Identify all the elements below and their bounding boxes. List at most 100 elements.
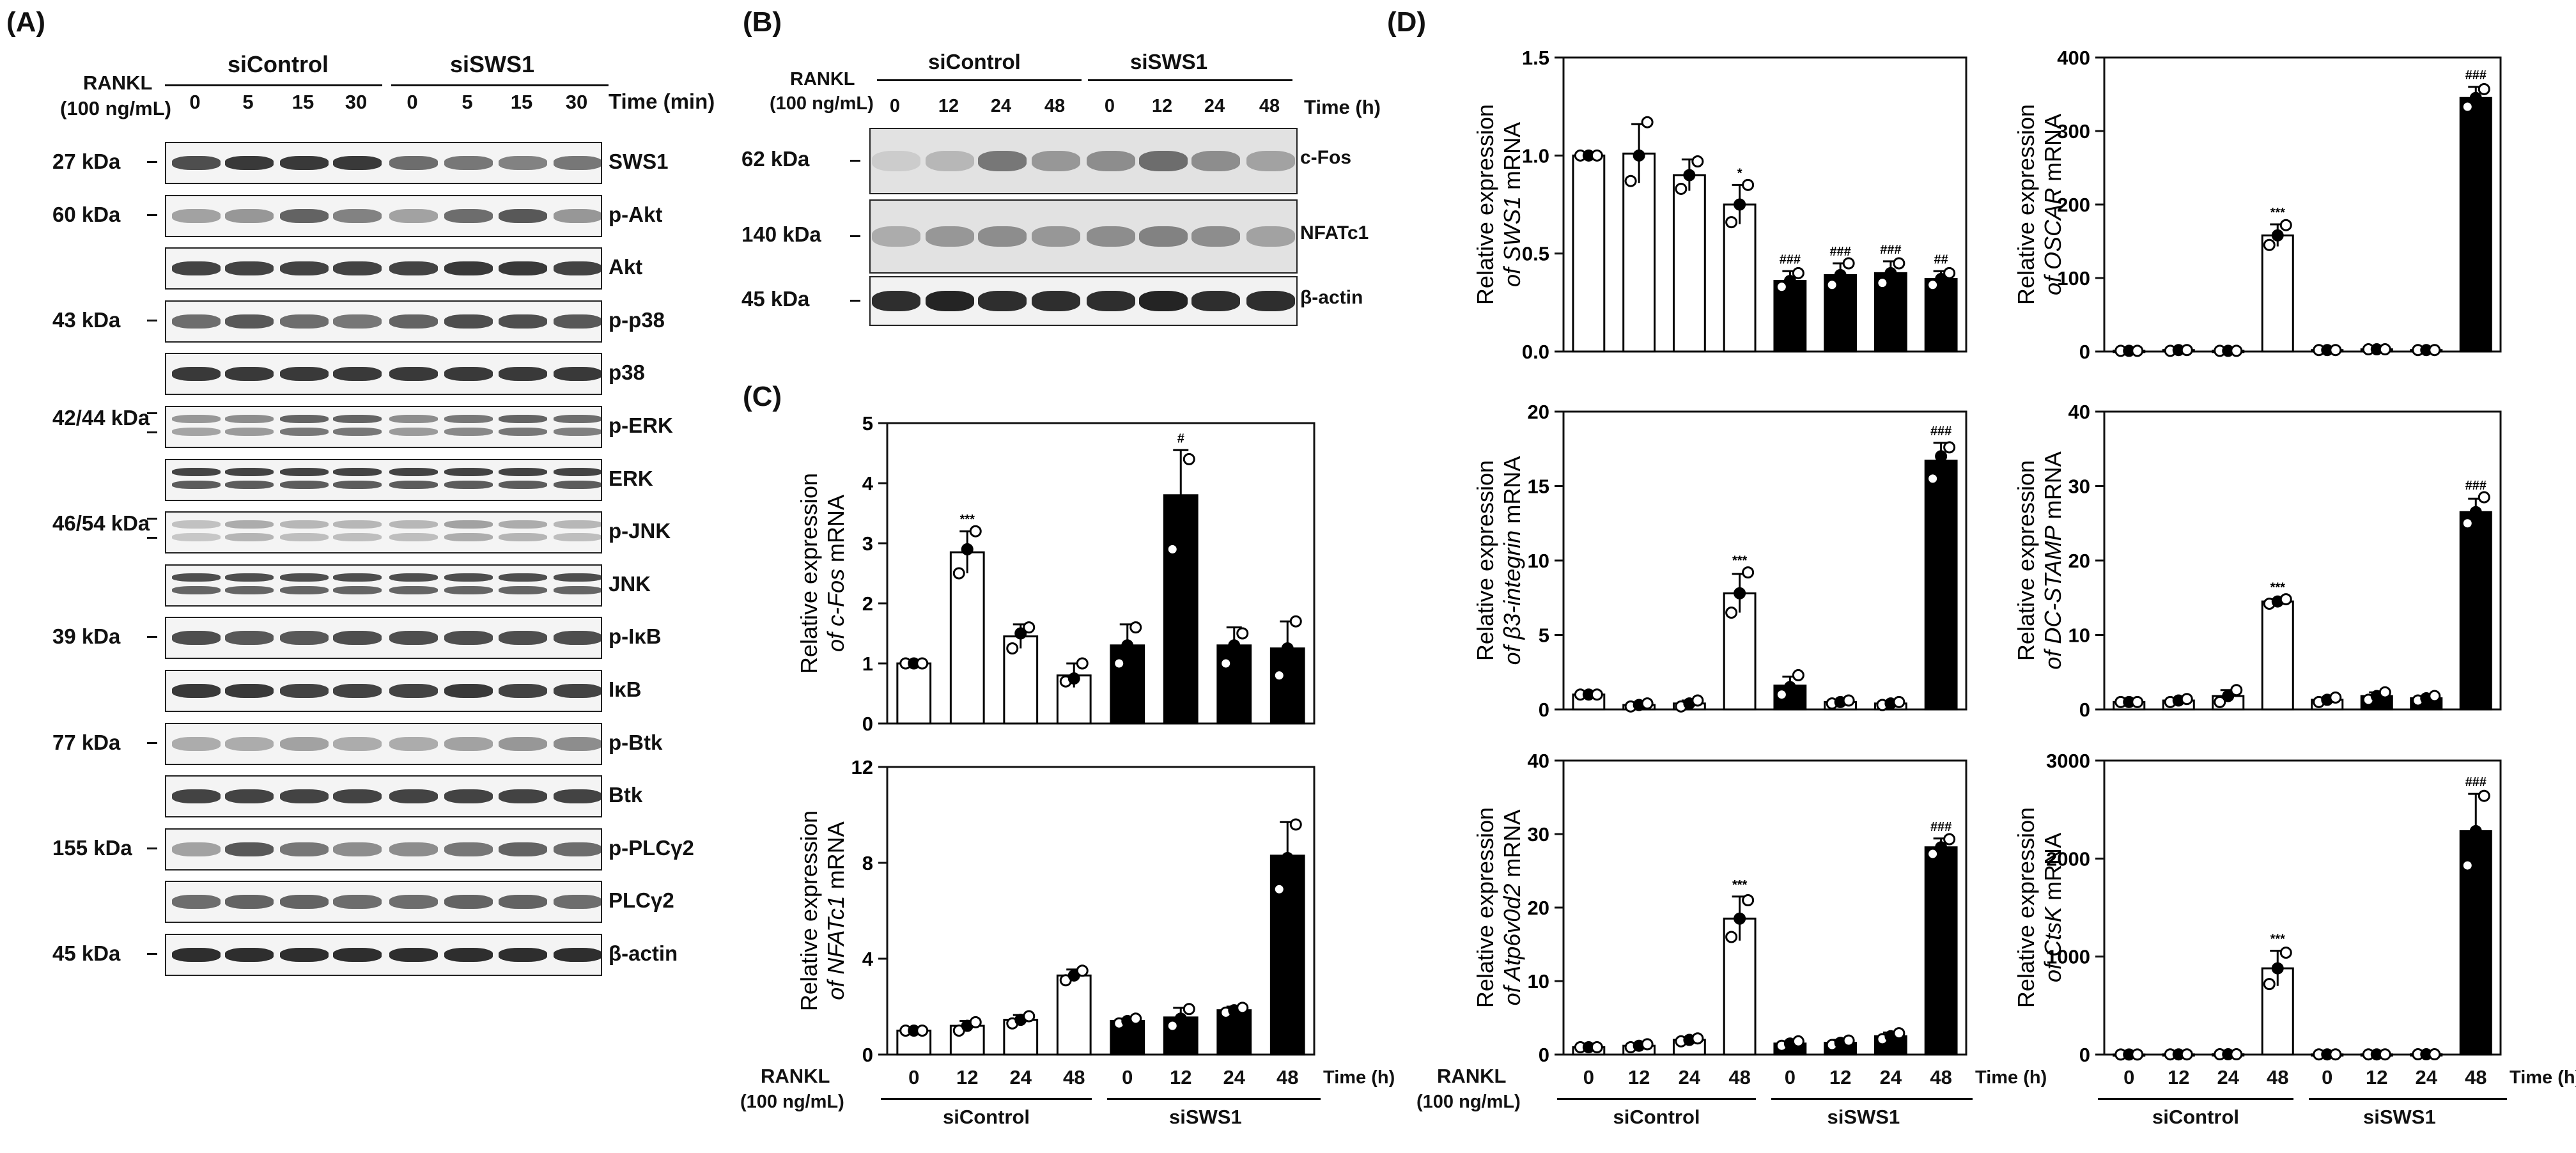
protein-band	[280, 789, 329, 804]
data-point	[2180, 693, 2193, 706]
data-point	[1236, 627, 1249, 640]
protein-band	[225, 585, 274, 594]
y-axis-label: Relative expression	[796, 810, 822, 1011]
plot-frame	[1562, 759, 1967, 1056]
protein-band	[389, 573, 438, 582]
y-tick-label: 2000	[2046, 847, 2090, 870]
bar	[1924, 460, 1958, 711]
x-tick-label: 48	[1728, 1066, 1751, 1088]
protein-band	[225, 156, 274, 170]
marker-tick	[147, 636, 157, 638]
marker-tick	[147, 537, 157, 539]
marker-tick	[147, 213, 157, 216]
time-label: 30	[565, 91, 588, 113]
data-point	[1783, 681, 1796, 693]
protein-band	[444, 208, 493, 223]
y-axis-label-gene: of DC-STAMP mRNA	[2040, 451, 2066, 669]
significance-label: ###	[2465, 68, 2487, 82]
data-point	[1893, 1027, 1905, 1040]
protein-band	[499, 573, 547, 582]
blot-strip	[165, 247, 602, 290]
protein-band	[444, 415, 493, 424]
data-point	[2428, 1048, 2441, 1061]
blot-strip	[165, 511, 602, 554]
group-underline-sisws1-b	[1088, 79, 1292, 81]
data-point	[1842, 257, 1855, 270]
chart-nfatc1: 0 4 8 12 Relative expression of NFATc1 mRNA	[796, 756, 1315, 1066]
protein-label: SWS1	[609, 150, 669, 173]
protein-band	[554, 631, 601, 646]
data-point	[1734, 912, 1746, 925]
bar	[896, 662, 932, 725]
data-point	[1014, 627, 1027, 640]
bar	[1056, 974, 1092, 1056]
protein-band	[280, 156, 329, 170]
molecular-weight-label: 62 kDa	[741, 147, 810, 171]
rankl-label-b: RANKL	[790, 69, 855, 89]
blot-strip	[165, 934, 602, 976]
protein-band	[172, 533, 221, 542]
protein-band	[444, 631, 493, 646]
protein-band	[389, 736, 438, 751]
protein-band	[280, 948, 329, 962]
x-tick-label: 12	[956, 1066, 979, 1088]
bar	[1824, 274, 1858, 353]
protein-band	[444, 520, 493, 529]
chart-c_fos: 0 1 2 3 4 5 *** # Relative expression of c-Fos mR…	[796, 412, 1315, 735]
data-point	[1792, 267, 1804, 279]
x-tick-label: 24	[1223, 1066, 1245, 1088]
time-label: 0	[889, 96, 901, 116]
protein-band	[172, 415, 221, 424]
y-tick-label: 1.5	[1522, 47, 1549, 69]
protein-band	[444, 261, 493, 276]
group-label-sisws1: siSWS1	[1169, 1106, 1242, 1128]
data-point	[2230, 684, 2243, 697]
chart-b3_integrin: 0 5 10 15 20 *** ### Relative expression of β3-i…	[1472, 401, 1967, 721]
protein-band	[444, 789, 493, 804]
marker-tick	[147, 412, 157, 414]
x-tick-label: 12	[2366, 1066, 2388, 1088]
blot-strip	[165, 353, 602, 396]
bar	[1572, 154, 1606, 353]
protein-band	[872, 291, 920, 311]
data-point	[1183, 1003, 1195, 1016]
protein-band	[389, 842, 438, 856]
protein-band	[926, 226, 974, 247]
protein-band	[225, 895, 274, 909]
data-point	[1633, 149, 1645, 162]
protein-band	[225, 684, 274, 698]
y-tick-label: 100	[2057, 267, 2090, 290]
rankl-concentration: (100 ng/mL)	[60, 97, 171, 120]
significance-label: ###	[2465, 775, 2487, 789]
y-axis-label-gene: of c-Fos mRNA	[823, 495, 849, 652]
protein-band	[225, 367, 274, 382]
molecular-weight-label: 155 kDa	[52, 835, 132, 860]
y-tick-label: 20	[1528, 401, 1549, 423]
protein-band	[389, 533, 438, 542]
y-tick-label: 30	[1528, 823, 1549, 846]
significance-label: ***	[1732, 878, 1748, 892]
y-tick-label: 20	[2068, 550, 2090, 572]
marker-tick	[147, 847, 157, 849]
protein-band	[225, 533, 274, 542]
marker-tick	[147, 741, 157, 744]
protein-band	[444, 533, 493, 542]
protein-band	[280, 415, 329, 424]
protein-band	[1032, 291, 1080, 311]
y-axis-label-gene: of Atp6v0d2 mRNA	[1499, 810, 1525, 1006]
data-point	[969, 1016, 982, 1028]
protein-band	[1087, 291, 1135, 311]
data-point	[961, 543, 974, 555]
time-axis-unit: Time (h)	[1975, 1067, 2047, 1088]
time-label: 5	[242, 91, 254, 113]
protein-band	[225, 314, 274, 329]
plot-frame	[886, 422, 1315, 725]
significance-label: #	[1177, 431, 1184, 445]
y-tick-label: 4	[862, 948, 874, 970]
rankl-axis-concentration: (100 ng/mL)	[740, 1092, 844, 1112]
data-point	[1884, 267, 1897, 279]
protein-band	[280, 467, 329, 476]
data-point	[1273, 883, 1285, 895]
data-point	[1893, 695, 1905, 708]
protein-band	[978, 226, 1027, 247]
